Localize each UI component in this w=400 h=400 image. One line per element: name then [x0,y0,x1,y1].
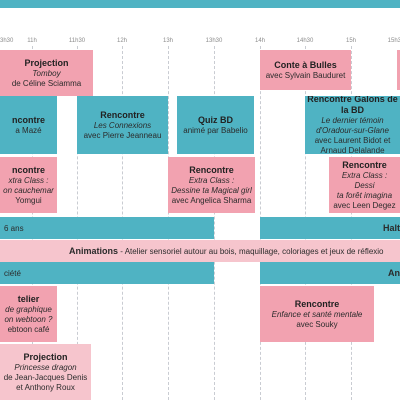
event-guest: avec Sylvain Bauduret [265,70,346,80]
event-rencontre-foret[interactable]: Rencontre Extra Class : Dessi ta forêt i… [329,157,400,213]
time-label: 15h [345,38,357,44]
band-label: An [388,268,400,278]
event-guest: et Anthony Roux [16,382,75,392]
band-description: - Atelier sensoriel autour au bois, maqu… [120,246,384,256]
event-work: ta forêt imagina [336,190,393,200]
event-rencontre-connexions[interactable]: Rencontre Les Connexions avec Pierre Jea… [77,96,168,154]
event-guest: avec Leen Degez [333,200,396,210]
event-title: Projection [23,351,68,362]
event-rencontre-galons[interactable]: Rencontre Galons de la BD Le dernier tém… [305,96,400,154]
event-guest: ebtoon café [7,324,50,334]
event-work: Les Connexions [93,120,152,130]
event-work: Extra Class : Dessi [341,170,388,190]
event-guest: avec Angelica Sharma [171,195,252,205]
event-guest: avec Souky [296,319,338,329]
event-quiz-bd[interactable]: Quiz BD animé par Babelio [177,96,254,154]
time-label: 15h30 [387,38,400,44]
band-6-ans[interactable]: 6 ans [0,217,214,239]
event-rencontre-sante-mentale[interactable]: Rencontre Enfance et santé mentale avec … [260,286,374,342]
band-label: Halt [382,223,400,233]
event-title: Conte à Bulles [274,59,337,70]
band-halte[interactable]: Halt [260,217,400,239]
event-rencontre-magical-girl[interactable]: Rencontre Extra Class : Dessine ta Magic… [168,157,255,213]
time-label: 11h [27,38,37,44]
event-guest: Arnaud Delalande [320,146,385,154]
event-guest: avec Pierre Jeanneau [83,130,162,140]
event-work: xtra Class : [8,175,49,185]
event-guest: Yomgui [15,195,42,205]
event-rencontre-maze[interactable]: ncontre a Mazé [0,96,57,154]
event-guest: a Mazé [15,125,42,135]
band-animations[interactable]: Animations - Atelier sensoriel autour au… [0,240,400,262]
event-title: Rencontre [294,298,340,309]
band-label: 6 ans [4,223,24,233]
event-work: Extra Class : [188,175,235,185]
event-guest: avec Laurent Bidot et [314,136,391,145]
event-title: Projection [24,57,69,68]
event-work: Enfance et santé mentale [271,309,363,319]
event-work: d'Oradour-sur-Glane [316,126,389,135]
event-title: Rencontre [100,109,145,120]
event-work: on cauchemar [3,185,54,195]
time-label: 13h30 [0,38,14,44]
band-label: ciété [4,268,21,278]
grid-line [214,46,215,400]
event-edge [397,50,400,90]
event-work: Princesse dragon [14,362,77,372]
event-title: Quiz BD [198,114,233,125]
event-work: Dessine ta Magical girl [171,185,252,195]
event-work: Le dernier témoin [321,116,384,125]
event-title: telier [17,293,40,304]
time-scale: 13h30 11h 11h30 12h 13h 13h30 14h 14h30 … [0,8,400,52]
header-bar [0,0,400,8]
event-atelier-webtoon[interactable]: telier de graphique on webtoon ? ebtoon … [0,286,57,342]
time-label: 11h30 [68,38,86,44]
time-label: 13h [162,38,174,44]
time-label: 12h [116,38,128,44]
event-rencontre-cauchemar[interactable]: ncontre xtra Class : on cauchemar Yomgui [0,157,57,213]
event-host: animé par Babelio [183,125,248,135]
time-label: 14h [254,38,266,44]
event-work: de graphique [5,304,52,314]
event-work: on webtoon ? [4,314,53,324]
event-guest: de Céline Sciamma [11,78,82,88]
event-projection-princesse-dragon[interactable]: Projection Princesse dragon de Jean-Jacq… [0,344,91,400]
event-work: Tomboy [32,68,61,78]
band-societe[interactable]: ciété [0,262,214,284]
time-label: 13h30 [205,38,223,44]
band-animations-right[interactable]: An [260,262,400,284]
event-guest: de Jean-Jacques Denis [3,372,88,382]
event-conte-a-bulles[interactable]: Conte à Bulles avec Sylvain Bauduret [260,50,351,90]
band-title: Animations [69,246,119,256]
event-title: ncontre [11,114,45,125]
event-title: ncontre [11,164,45,175]
event-projection-tomboy[interactable]: Projection Tomboy de Céline Sciamma [0,50,93,96]
event-title: Rencontre [189,164,234,175]
event-title: Rencontre Galons de la BD [307,96,398,115]
event-title: Rencontre [342,159,387,170]
time-label: 14h30 [296,38,314,44]
